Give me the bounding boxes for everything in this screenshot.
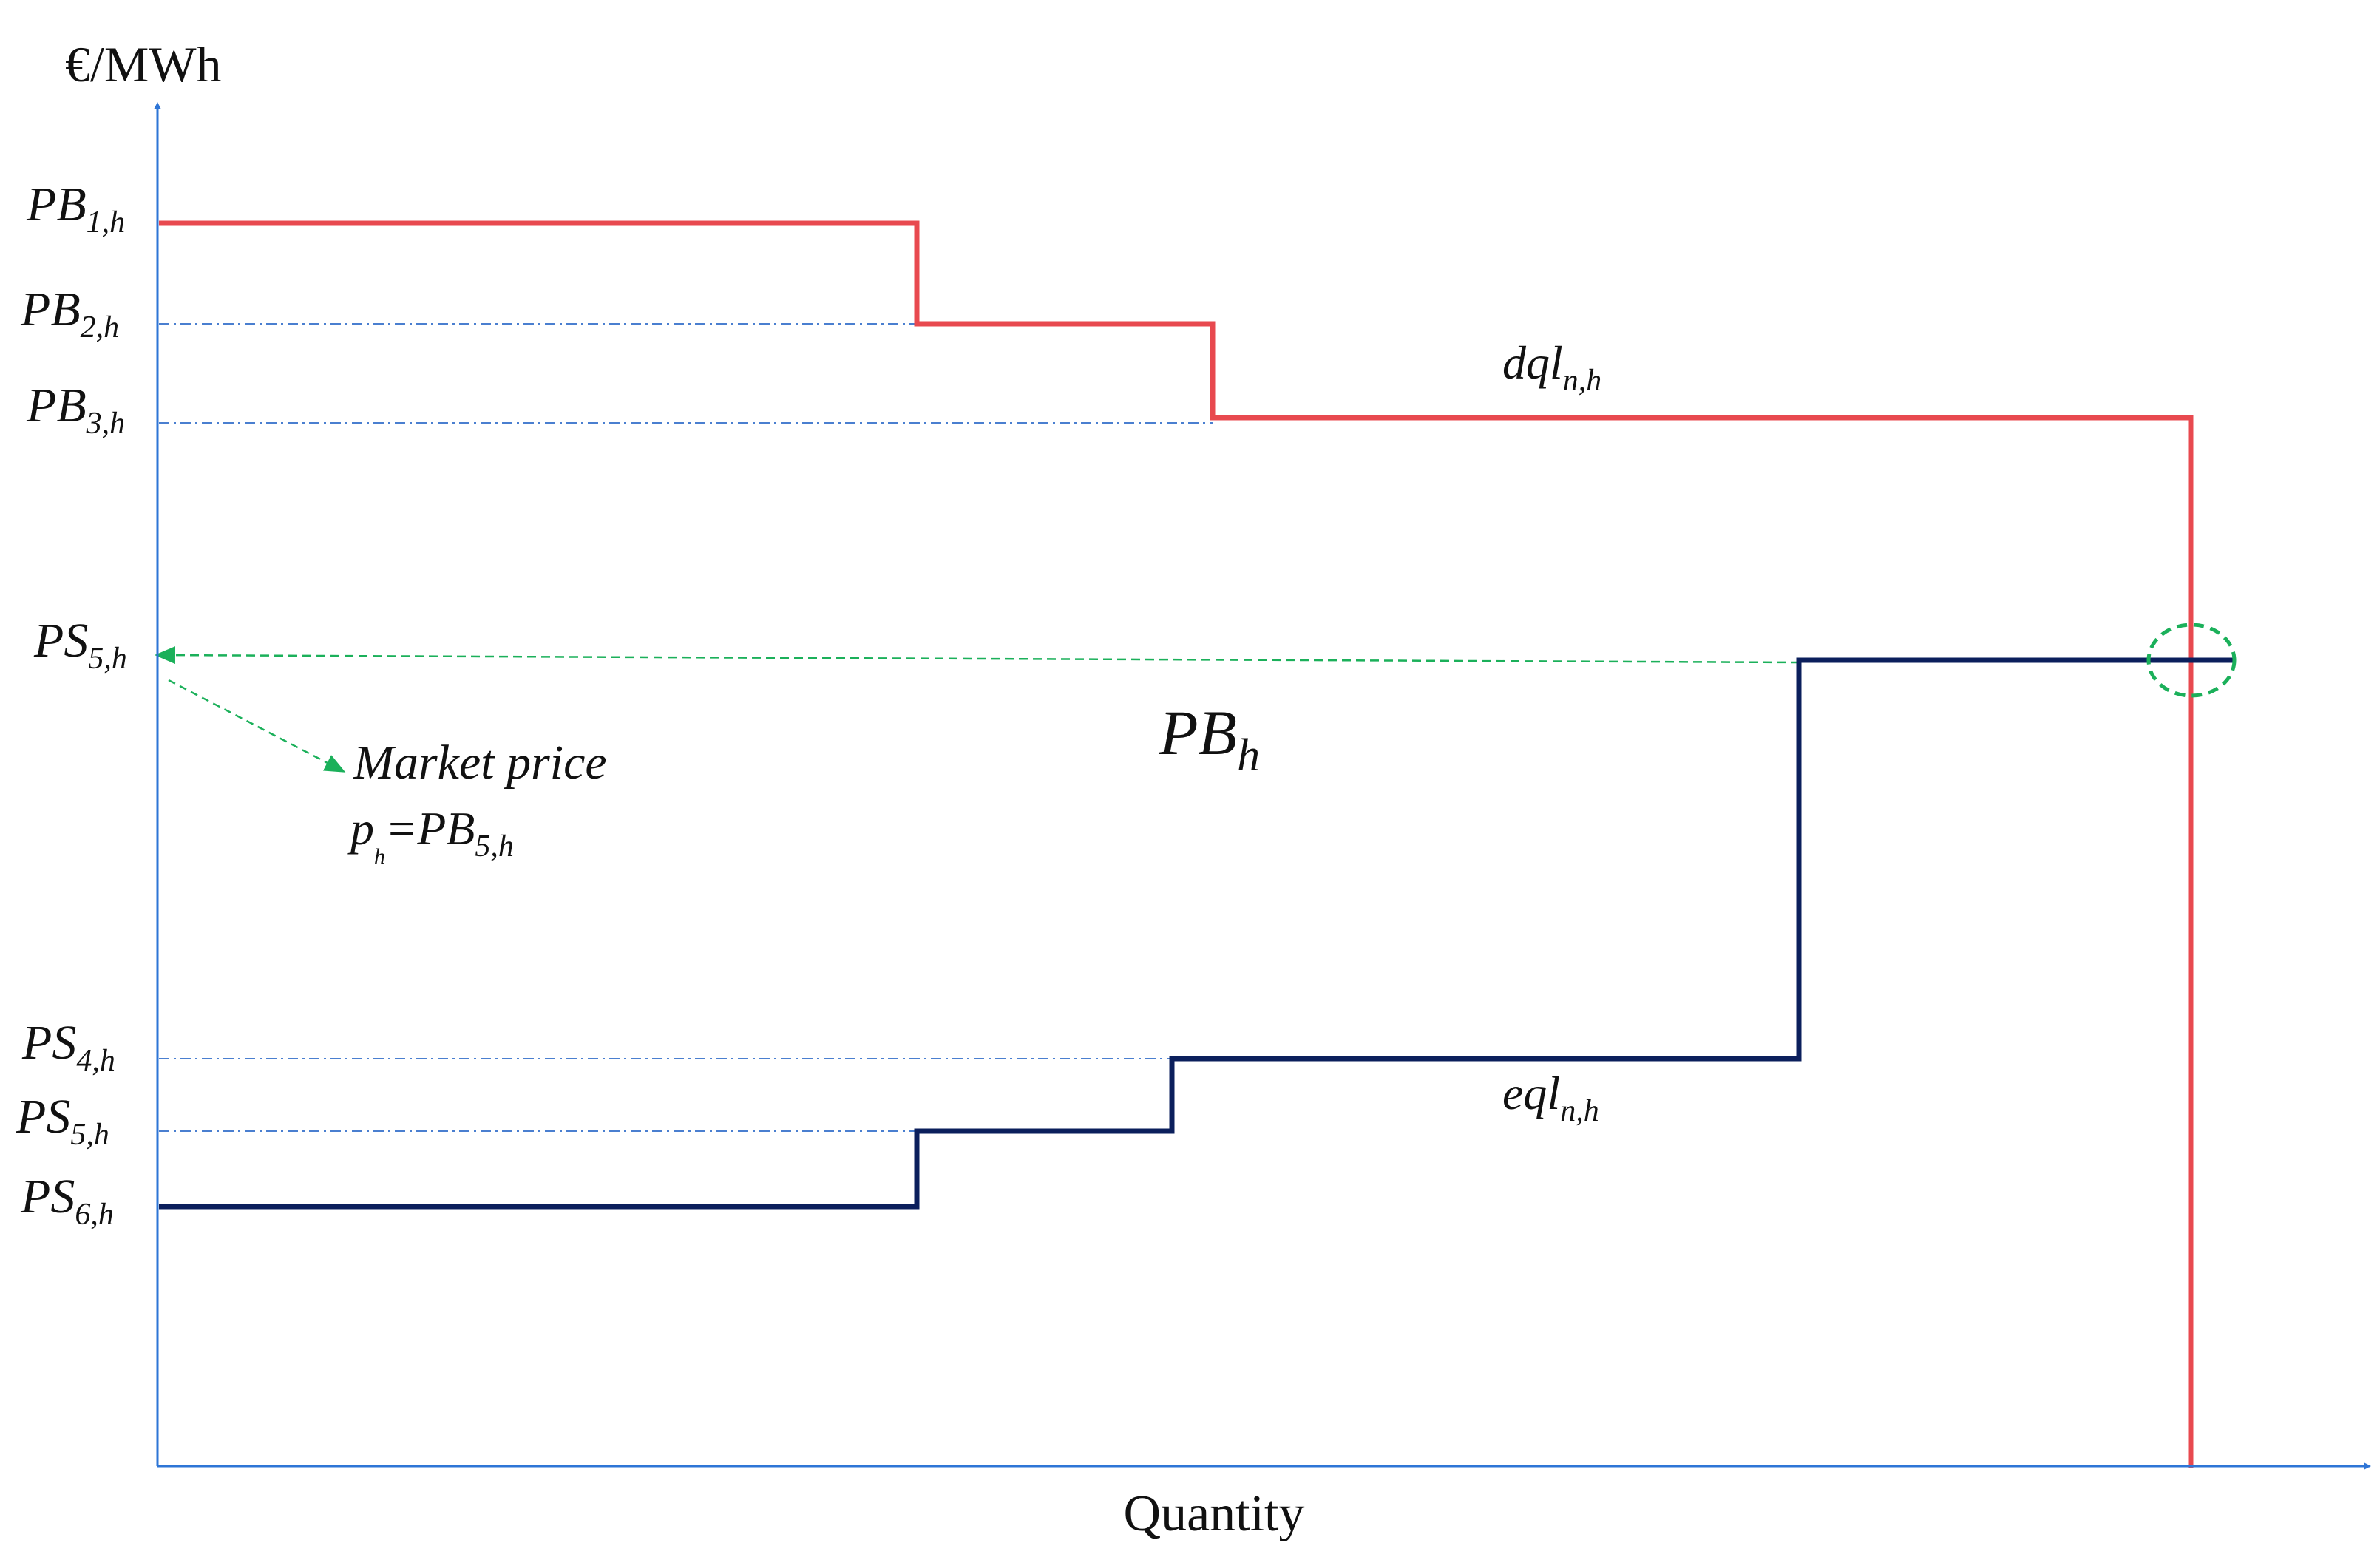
price-guide-lines <box>159 323 1213 1132</box>
market-price-formula: ph=PB5,h <box>347 802 514 869</box>
label-pb3: PB3,h <box>26 379 125 441</box>
supply-curve-label: eqln,h <box>1502 1067 1599 1128</box>
label-ps6: PS6,h <box>20 1170 114 1232</box>
label-pb1: PB1,h <box>26 177 125 240</box>
demand-curve-label: dqln,h <box>1502 336 1601 398</box>
supply-curve <box>159 657 2235 1210</box>
center-price-label: PBh <box>1159 697 1260 781</box>
intersection-marker <box>2146 623 2237 698</box>
label-ps5-market: PS5,h <box>33 614 127 676</box>
market-price-pointer <box>168 679 346 773</box>
x-axis-label: Quantity <box>1124 1485 1305 1542</box>
market-price-label: Market price <box>353 736 607 790</box>
demand-curve <box>159 220 2194 1468</box>
market-price-line <box>155 646 1801 665</box>
y-axis-label: €/MWh <box>65 36 222 92</box>
label-ps4: PS4,h <box>21 1016 115 1078</box>
label-ps5: PS5,h <box>16 1090 109 1152</box>
label-pb2: PB2,h <box>20 282 119 345</box>
